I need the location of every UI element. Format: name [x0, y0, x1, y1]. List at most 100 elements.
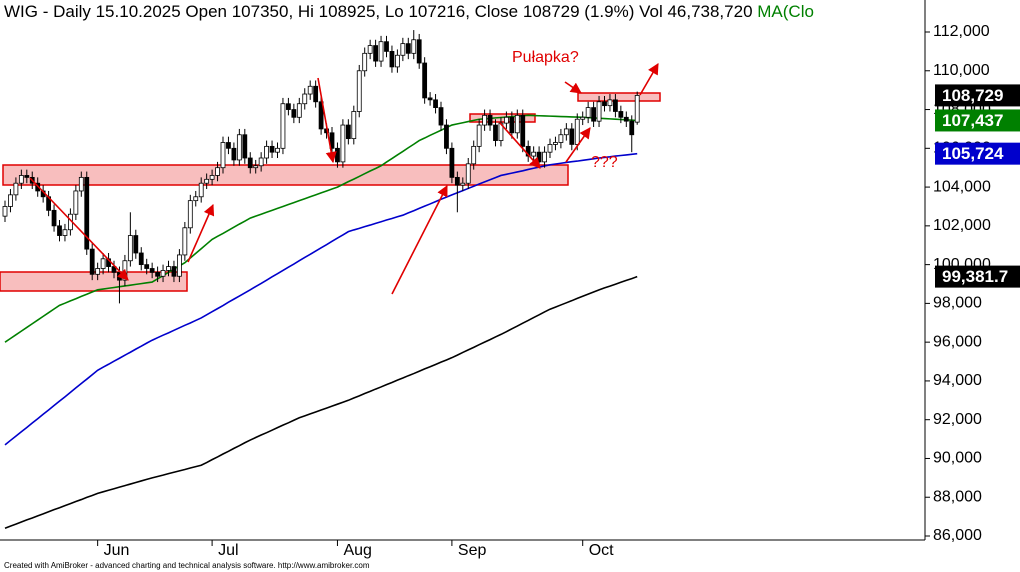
- candle-body: [171, 266, 177, 277]
- candle-body: [433, 99, 438, 109]
- candle-body: [520, 114, 526, 147]
- candle-body: [553, 142, 558, 145]
- candle-body: [378, 41, 384, 62]
- candle-body: [18, 175, 24, 184]
- candle-body: [536, 151, 542, 163]
- candle-body: [2, 206, 8, 217]
- candle-body: [351, 111, 357, 140]
- zones: [0, 92, 661, 292]
- arrow: [565, 127, 591, 163]
- candle-body: [422, 62, 428, 99]
- y-tick-label: 96,000: [933, 333, 982, 350]
- candle-body: [280, 103, 286, 149]
- candle-body: [340, 124, 346, 163]
- candle-body: [89, 248, 95, 275]
- candle-body: [176, 254, 182, 277]
- candle-body: [602, 101, 607, 107]
- candle-body: [51, 209, 57, 227]
- candle-body: [24, 175, 30, 178]
- candle-body: [329, 132, 335, 149]
- price-flag: [935, 109, 1020, 132]
- moving-average: [4, 114, 638, 343]
- y-tick-label: 86,000: [933, 527, 982, 544]
- candle-body: [187, 200, 193, 229]
- candle-body: [362, 52, 368, 72]
- candle-body: [585, 107, 591, 118]
- candle-body: [253, 165, 259, 169]
- arrow: [317, 77, 337, 164]
- moving-average: [4, 275, 638, 529]
- candle-body: [335, 147, 340, 163]
- price-flag-label: 105,724: [942, 144, 1004, 163]
- candle-body: [182, 227, 188, 256]
- x-tick-label: Jul: [218, 542, 238, 559]
- candle-body: [525, 145, 531, 157]
- candle-body: [73, 190, 79, 215]
- candle-body: [487, 114, 493, 126]
- candle-body: [367, 45, 373, 54]
- title-main: WIG - Daily 15.10.2025 Open 107350, Hi 1…: [4, 2, 753, 21]
- candle-body: [84, 176, 90, 250]
- y-tick-label: 92,000: [933, 411, 982, 428]
- candle-body: [389, 50, 395, 68]
- candle-body: [264, 145, 270, 159]
- candle-body: [100, 258, 106, 269]
- candle-body: [356, 70, 362, 112]
- candle-body: [242, 134, 248, 159]
- candle-body: [307, 85, 313, 95]
- candle-body: [509, 116, 515, 134]
- candle-body: [231, 147, 237, 161]
- candle-body: [503, 116, 509, 124]
- candle-body: [465, 163, 471, 184]
- annotation: Pułapka?: [512, 49, 579, 66]
- candle-body: [493, 124, 498, 141]
- y-tick-label: 88,000: [933, 488, 982, 505]
- candle-body: [318, 101, 324, 130]
- candle-body: [313, 85, 319, 103]
- price-flag: [935, 265, 1020, 288]
- candle-body: [400, 43, 406, 56]
- candle-body: [629, 120, 635, 136]
- y-tick-label: 104,000: [933, 178, 991, 195]
- candle-body: [384, 41, 389, 52]
- y-tick-label: 90,000: [933, 450, 982, 467]
- arrows: [29, 63, 659, 295]
- candle-body: [78, 176, 84, 192]
- candle-body: [291, 109, 297, 118]
- y-tick-label: 102,000: [933, 217, 991, 234]
- candle-body: [226, 142, 231, 149]
- candle-body: [607, 99, 613, 107]
- candle-body: [531, 151, 537, 157]
- candle-body: [427, 97, 433, 101]
- candle-body: [8, 194, 13, 207]
- candle-body: [454, 176, 460, 186]
- y-tick-label: 110,000: [933, 62, 990, 79]
- candle-body: [596, 101, 602, 122]
- candle-body: [215, 167, 220, 176]
- x-tick-label: Jun: [104, 542, 130, 559]
- price-flag-label: 108,729: [942, 86, 1003, 105]
- annotation: ???: [591, 154, 618, 171]
- price-flag-label: 99,381.7: [942, 267, 1008, 286]
- candle-body: [580, 116, 586, 120]
- chart-title: WIG - Daily 15.10.2025 Open 107350, Hi 1…: [4, 2, 814, 21]
- candle-body: [149, 268, 155, 273]
- candle-body: [574, 118, 580, 145]
- candle-body: [285, 103, 291, 110]
- candle-body: [236, 134, 242, 161]
- y-tick-label: 112,000: [933, 23, 990, 40]
- candle-body: [623, 116, 629, 122]
- x-tick-label: Aug: [343, 542, 371, 559]
- arrow: [499, 122, 541, 169]
- y-tick-label: 98,000: [933, 295, 982, 312]
- candle-body: [591, 107, 596, 122]
- candle-body: [269, 145, 275, 153]
- candle-body: [209, 175, 215, 180]
- candle-body: [444, 124, 449, 149]
- candle-body: [193, 196, 199, 202]
- candle-body: [166, 266, 171, 271]
- candle-body: [563, 128, 569, 136]
- price-flag: [935, 142, 1020, 165]
